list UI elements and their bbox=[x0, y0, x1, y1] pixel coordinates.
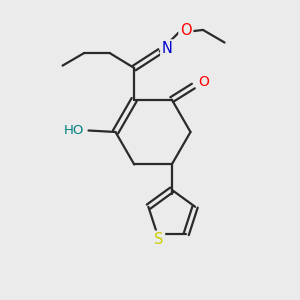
Text: O: O bbox=[198, 75, 209, 89]
Text: HO: HO bbox=[64, 124, 84, 137]
Text: S: S bbox=[154, 232, 164, 247]
Text: O: O bbox=[180, 23, 192, 38]
Text: N: N bbox=[162, 41, 173, 56]
